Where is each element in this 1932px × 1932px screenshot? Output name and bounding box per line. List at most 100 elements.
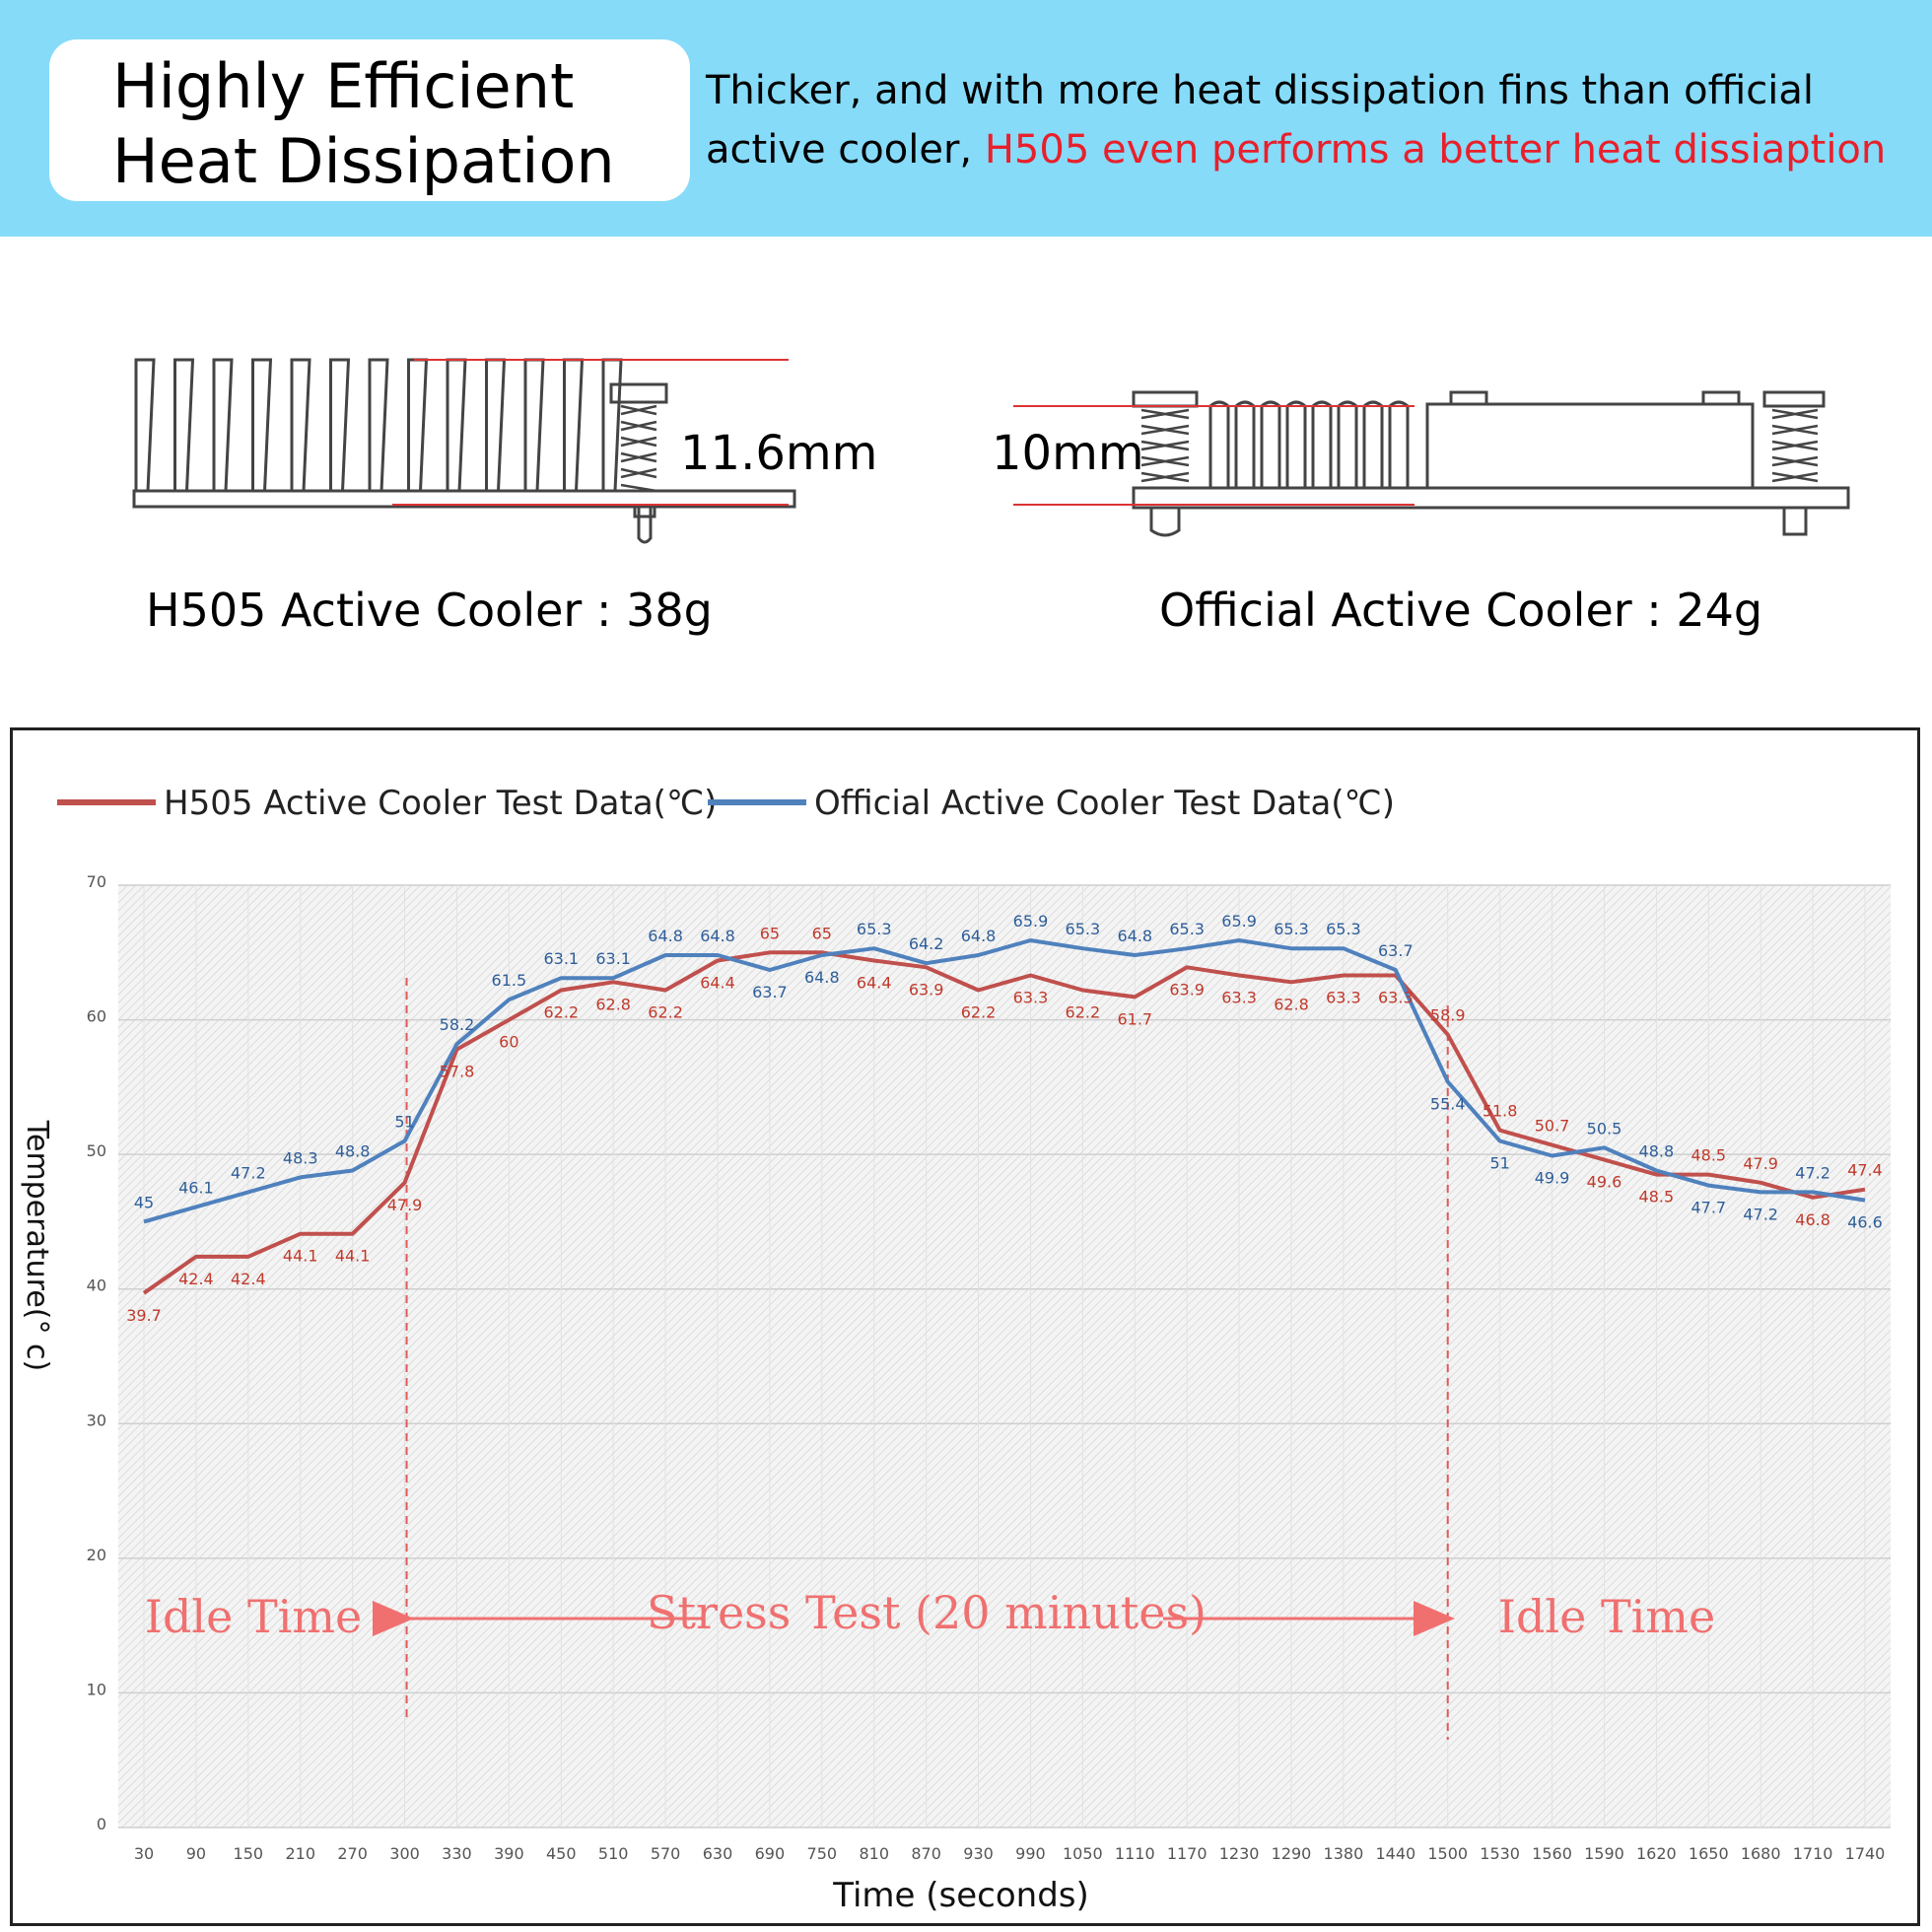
official-data-label: 48.3 bbox=[283, 1148, 318, 1167]
official-data-label: 47.2 bbox=[1743, 1205, 1778, 1223]
x-tick-label: 1380 bbox=[1324, 1844, 1364, 1863]
h505-thickness-label: 11.6mm bbox=[680, 426, 878, 481]
official-data-label: 50.5 bbox=[1587, 1119, 1622, 1138]
official-cooler-drawing bbox=[1013, 390, 1850, 537]
official-data-label: 64.2 bbox=[909, 934, 944, 953]
x-tick-label: 570 bbox=[651, 1844, 681, 1863]
h505-fin bbox=[329, 358, 351, 492]
x-tick-label: 210 bbox=[285, 1844, 315, 1863]
h505-data-label: 62.2 bbox=[648, 1003, 683, 1022]
description: Thicker, and with more heat dissipation … bbox=[706, 61, 1886, 179]
official-data-label: 65.3 bbox=[857, 920, 892, 938]
x-tick-label: 1170 bbox=[1167, 1844, 1208, 1863]
x-tick-label: 1110 bbox=[1115, 1844, 1155, 1863]
h505-screw-foot bbox=[637, 507, 653, 544]
h505-data-label: 39.7 bbox=[126, 1306, 162, 1325]
x-tick-label: 1620 bbox=[1636, 1844, 1677, 1863]
official-data-label: 64.8 bbox=[1117, 927, 1152, 945]
h505-data-label: 44.1 bbox=[335, 1247, 371, 1266]
y-tick-label: 60 bbox=[87, 1007, 106, 1026]
h505-data-label: 49.6 bbox=[1587, 1173, 1622, 1192]
x-tick-label: 450 bbox=[546, 1844, 577, 1863]
official-data-label: 45 bbox=[134, 1193, 154, 1211]
official-data-label: 63.1 bbox=[595, 949, 631, 968]
h505-data-label: 63.3 bbox=[1013, 989, 1049, 1007]
official-data-label: 65.3 bbox=[1274, 920, 1309, 938]
official-series-line bbox=[143, 938, 1866, 1224]
official-right-screw-cap bbox=[1762, 390, 1826, 408]
x-axis-label: Time (seconds) bbox=[832, 1876, 1089, 1915]
description-line-2-black: active cooler, bbox=[706, 127, 985, 172]
official-data-label: 47.2 bbox=[231, 1163, 266, 1182]
h505-fin bbox=[290, 358, 311, 492]
h505-data-label: 62.2 bbox=[1066, 1003, 1101, 1022]
description-line-1: Thicker, and with more heat dissipation … bbox=[706, 68, 1814, 113]
h505-data-label: 62.8 bbox=[595, 995, 631, 1013]
x-tick-label: 1740 bbox=[1845, 1844, 1886, 1863]
x-tick-label: 90 bbox=[186, 1844, 206, 1863]
h505-data-label: 64.4 bbox=[700, 973, 735, 992]
h505-data-label: 63.3 bbox=[1378, 989, 1414, 1007]
h505-weight-label: H505 Active Cooler : 38g bbox=[146, 584, 713, 637]
x-tick-label: 990 bbox=[1015, 1844, 1046, 1863]
official-data-label: 63.7 bbox=[1378, 941, 1414, 960]
official-data-label: 65.3 bbox=[1066, 920, 1101, 938]
x-tick-label: 1500 bbox=[1427, 1844, 1468, 1863]
title-line-2: Heat Dissipation bbox=[112, 125, 615, 197]
official-data-label: 47.2 bbox=[1795, 1163, 1830, 1182]
x-tick-label: 30 bbox=[134, 1844, 154, 1863]
x-tick-label: 150 bbox=[234, 1844, 264, 1863]
x-tick-label: 930 bbox=[963, 1844, 994, 1863]
y-tick-label: 10 bbox=[87, 1680, 106, 1698]
y-tick-label: 70 bbox=[87, 872, 106, 891]
x-tick-label: 1680 bbox=[1741, 1844, 1781, 1863]
x-tick-label: 1560 bbox=[1532, 1844, 1572, 1863]
x-tick-label: 390 bbox=[494, 1844, 524, 1863]
description-line-2-red: H505 even performs a better heat dissiap… bbox=[984, 127, 1887, 172]
official-data-label: 48.8 bbox=[335, 1142, 371, 1161]
h505-data-label: 65 bbox=[812, 924, 832, 942]
y-axis-label: Temperature(° c) bbox=[20, 1120, 54, 1371]
h505-data-label: 47.9 bbox=[387, 1196, 423, 1214]
official-data-label: 46.6 bbox=[1847, 1213, 1883, 1232]
x-tick-label: 690 bbox=[755, 1844, 786, 1863]
h505-fin bbox=[134, 358, 156, 492]
h505-data-label: 42.4 bbox=[178, 1270, 214, 1288]
title-line-1: Highly Efficient bbox=[112, 50, 575, 122]
official-data-label: 58.2 bbox=[440, 1015, 475, 1034]
x-tick-label: 510 bbox=[598, 1844, 629, 1863]
x-tick-label: 750 bbox=[807, 1844, 838, 1863]
x-tick-label: 1230 bbox=[1219, 1844, 1260, 1863]
h505-data-label: 65 bbox=[760, 924, 780, 942]
x-tick-label: 330 bbox=[442, 1844, 472, 1863]
h505-data-label: 63.3 bbox=[1326, 989, 1361, 1007]
h505-data-label: 58.9 bbox=[1430, 1006, 1466, 1025]
official-data-label: 47.7 bbox=[1690, 1199, 1726, 1217]
h505-fin bbox=[173, 358, 195, 492]
h505-data-label: 61.7 bbox=[1117, 1009, 1152, 1028]
h505-data-label: 60 bbox=[499, 1033, 518, 1052]
h505-data-label: 42.4 bbox=[231, 1270, 266, 1288]
x-tick-label: 1530 bbox=[1480, 1844, 1520, 1863]
h505-data-label: 48.5 bbox=[1690, 1146, 1726, 1165]
official-right-clip bbox=[1782, 508, 1808, 536]
official-data-label: 63.1 bbox=[543, 949, 579, 968]
x-tick-label: 1590 bbox=[1584, 1844, 1624, 1863]
h505-data-label: 48.5 bbox=[1639, 1188, 1675, 1207]
h505-data-label: 62.2 bbox=[543, 1003, 579, 1022]
header-banner: Highly Efficient Heat Dissipation Thicke… bbox=[0, 0, 1932, 237]
h505-screw-cap bbox=[609, 382, 668, 404]
h505-data-label: 50.7 bbox=[1535, 1117, 1570, 1136]
x-tick-label: 1440 bbox=[1375, 1844, 1415, 1863]
official-data-label: 65.3 bbox=[1326, 920, 1361, 938]
official-thickness-label: 10mm bbox=[992, 426, 1144, 481]
idle-time-right-label: Idle Time bbox=[1498, 1590, 1715, 1643]
x-tick-label: 1050 bbox=[1063, 1844, 1103, 1863]
y-tick-label: 0 bbox=[97, 1815, 106, 1833]
official-data-label: 65.9 bbox=[1013, 912, 1049, 931]
h505-data-label: 51.8 bbox=[1483, 1102, 1518, 1121]
official-data-label: 63.7 bbox=[752, 983, 788, 1001]
official-left-spring bbox=[1140, 408, 1190, 483]
x-tick-label: 270 bbox=[337, 1844, 368, 1863]
official-data-label: 64.8 bbox=[804, 968, 840, 987]
